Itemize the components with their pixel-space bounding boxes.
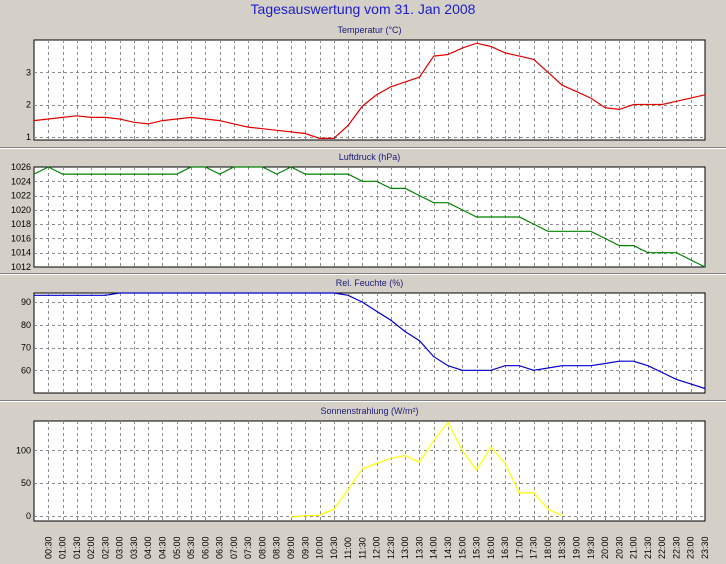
x-tick-label: 17:30 bbox=[529, 536, 539, 559]
page-title: Tagesauswertung vom 31. Jan 2008 bbox=[250, 1, 476, 17]
y-tick-label: 1022 bbox=[11, 191, 31, 201]
y-tick-label: 1014 bbox=[11, 248, 31, 258]
x-tick-label: 20:00 bbox=[600, 537, 610, 560]
y-tick-label: 70 bbox=[21, 343, 31, 353]
x-tick-label: 13:00 bbox=[400, 536, 410, 559]
x-tick-label: 14:30 bbox=[443, 536, 453, 559]
x-tick-label: 22:30 bbox=[671, 536, 681, 559]
x-tick-label: 05:30 bbox=[186, 536, 196, 559]
x-tick-label: 23:00 bbox=[686, 536, 696, 559]
x-tick-label: 17:00 bbox=[514, 536, 524, 559]
y-tick-label: 1024 bbox=[11, 176, 31, 186]
x-tick-label: 12:30 bbox=[386, 536, 396, 559]
chart-panel-0: Temperatur (°C) 1 2 3 bbox=[0, 25, 726, 149]
x-tick-label: 20:30 bbox=[614, 536, 624, 559]
chart-title: Temperatur (°C) bbox=[337, 25, 401, 35]
x-tick-label: 11:30 bbox=[357, 537, 367, 559]
y-tick-label: 80 bbox=[21, 320, 31, 330]
y-tick-label: 60 bbox=[21, 365, 31, 375]
y-tick-label: 1018 bbox=[11, 219, 31, 229]
plot-area bbox=[33, 166, 706, 268]
x-tick-label: 04:30 bbox=[158, 536, 168, 559]
x-tick-label: 07:00 bbox=[229, 536, 239, 559]
chart-panel-1: Luftdruck (hPa) 1012 1014 1016 1018 1020 1022 1… bbox=[0, 152, 726, 275]
x-tick-label: 04:00 bbox=[143, 536, 153, 559]
x-axis: 00:30 01:00 01:30 02:00 02:30 03:00 03:30 04:00… bbox=[43, 536, 710, 559]
series-line bbox=[290, 421, 563, 518]
y-tick-label: 0 bbox=[26, 511, 31, 521]
x-tick-label: 10:30 bbox=[329, 536, 339, 559]
x-tick-label: 19:00 bbox=[572, 536, 582, 559]
x-tick-label: 18:00 bbox=[543, 537, 553, 560]
x-tick-label: 03:00 bbox=[115, 537, 125, 560]
x-tick-label: 13:30 bbox=[415, 537, 425, 560]
y-tick-label: 1016 bbox=[11, 233, 31, 243]
x-tick-label: 06:30 bbox=[215, 536, 225, 559]
y-tick-label: 1020 bbox=[11, 205, 31, 215]
x-tick-label: 21:30 bbox=[643, 536, 653, 559]
y-tick-label: 3 bbox=[26, 67, 31, 77]
x-tick-label: 16:00 bbox=[486, 537, 496, 560]
chart-title: Rel. Feuchte (%) bbox=[336, 278, 404, 288]
plot-area bbox=[33, 292, 706, 394]
series-line bbox=[33, 166, 706, 268]
y-tick-label: 1026 bbox=[11, 162, 31, 172]
x-tick-label: 12:00 bbox=[372, 536, 382, 559]
x-tick-label: 06:00 bbox=[200, 536, 210, 559]
x-tick-label: 23:30 bbox=[700, 536, 710, 559]
series-line bbox=[33, 42, 706, 139]
x-tick-label: 18:30 bbox=[557, 536, 567, 559]
y-tick-label: 1 bbox=[26, 132, 31, 142]
series-line bbox=[34, 292, 706, 390]
chart-title: Luftdruck (hPa) bbox=[339, 152, 401, 162]
chart-panel-3: Sonnenstrahlung (W/m²) 0 50 100 bbox=[16, 406, 706, 522]
x-tick-label: 15:00 bbox=[457, 536, 467, 559]
x-tick-label: 10:00 bbox=[315, 536, 325, 559]
x-tick-label: 14:00 bbox=[429, 536, 439, 559]
y-tick-label: 90 bbox=[21, 297, 31, 307]
x-tick-label: 21:00 bbox=[629, 536, 639, 559]
chart-title: Sonnenstrahlung (W/m²) bbox=[320, 406, 418, 416]
plot-area bbox=[33, 420, 706, 522]
x-tick-label: 05:00 bbox=[172, 537, 182, 560]
x-tick-label: 07:30 bbox=[243, 536, 253, 559]
x-tick-label: 15:30 bbox=[472, 536, 482, 559]
y-tick-label: 100 bbox=[16, 445, 31, 455]
x-tick-label: 11:00 bbox=[343, 537, 353, 559]
x-tick-label: 09:30 bbox=[300, 537, 310, 560]
chart-panel-2: Rel. Feuchte (%) 60 70 80 90 bbox=[0, 278, 726, 402]
x-tick-label: 16:30 bbox=[500, 536, 510, 559]
x-tick-label: 08:30 bbox=[272, 536, 282, 559]
x-tick-label: 02:00 bbox=[86, 536, 96, 559]
x-tick-label: 22:00 bbox=[657, 536, 667, 559]
y-tick-label: 1012 bbox=[11, 262, 31, 272]
y-tick-label: 50 bbox=[21, 478, 31, 488]
y-tick-label: 2 bbox=[26, 100, 31, 110]
x-tick-label: 01:00 bbox=[58, 537, 68, 560]
x-tick-label: 01:30 bbox=[72, 536, 82, 559]
x-tick-label: 03:30 bbox=[129, 536, 139, 559]
x-tick-label: 08:00 bbox=[257, 536, 267, 559]
x-tick-label: 02:30 bbox=[100, 536, 110, 559]
x-tick-label: 09:00 bbox=[286, 536, 296, 559]
x-tick-label: 00:30 bbox=[43, 536, 53, 559]
x-tick-label: 19:30 bbox=[586, 536, 596, 559]
